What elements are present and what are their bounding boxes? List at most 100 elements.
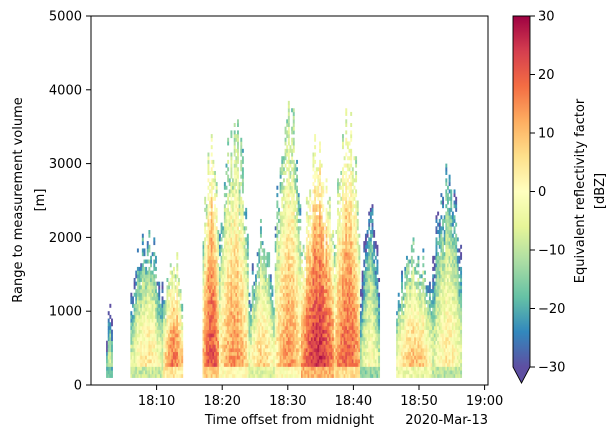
heatmap-cell [291, 244, 294, 249]
heatmap-cell [330, 289, 333, 294]
heatmap-cell [327, 259, 330, 264]
heatmap-cell [332, 340, 335, 345]
heatmap-cell [314, 344, 317, 349]
heatmap-cell [255, 362, 257, 367]
heatmap-cell [304, 314, 307, 319]
heatmap-cell [245, 340, 248, 345]
heatmap-cell [314, 218, 317, 223]
heatmap-cell [343, 259, 346, 264]
heatmap-cell [140, 355, 143, 360]
heatmap-cell [140, 307, 143, 312]
heatmap-cell [337, 233, 340, 238]
heatmap-cell [217, 233, 220, 238]
heatmap-cell [300, 333, 303, 338]
heatmap-cell [207, 366, 210, 371]
heatmap-cell [164, 311, 167, 316]
heatmap-cell [154, 285, 157, 290]
heatmap-cell [314, 230, 317, 235]
heatmap-cell [314, 211, 317, 216]
heatmap-cell [317, 359, 320, 364]
heatmap-cell [307, 255, 310, 260]
heatmap-cell [291, 340, 294, 345]
heatmap-cell [328, 252, 331, 257]
heatmap-cell [164, 370, 167, 375]
heatmap-cell [294, 355, 297, 360]
heatmap-cell [320, 222, 323, 227]
heatmap-cell [327, 226, 330, 231]
heatmap-cell [300, 340, 303, 345]
heatmap-cell [214, 296, 216, 301]
heatmap-cell [223, 185, 226, 190]
heatmap-cell [323, 252, 326, 257]
heatmap-cell [327, 296, 330, 301]
heatmap-cell [171, 277, 174, 282]
heatmap-cell [287, 325, 290, 330]
heatmap-cell [161, 373, 164, 378]
heatmap-cell [271, 325, 274, 330]
heatmap-cell [294, 292, 297, 297]
heatmap-cell [276, 244, 279, 249]
heatmap-cell [273, 351, 276, 356]
heatmap-cell [279, 182, 282, 187]
heatmap-cell [141, 348, 144, 353]
heatmap-cell [322, 311, 325, 316]
heatmap-cell [300, 359, 303, 364]
heatmap-cell [325, 237, 328, 242]
heatmap-cell [330, 322, 333, 327]
heatmap-cell [255, 274, 257, 279]
heatmap-cell [181, 370, 184, 375]
heatmap-cell [323, 289, 326, 294]
heatmap-cell [278, 270, 280, 275]
heatmap-cell [276, 311, 279, 316]
heatmap-cell [302, 303, 305, 308]
heatmap-cell [207, 318, 210, 323]
heatmap-cell [227, 178, 230, 183]
heatmap-cell [218, 244, 221, 249]
heatmap-cell [287, 270, 290, 275]
heatmap-cell [263, 337, 266, 342]
heatmap-cell [151, 300, 154, 305]
heatmap-cell [320, 230, 323, 235]
heatmap-cell [340, 289, 343, 294]
heatmap-cell [227, 207, 230, 212]
heatmap-cell [287, 163, 290, 168]
heatmap-cell [240, 314, 243, 319]
heatmap-cell [296, 241, 298, 246]
heatmap-cell [143, 270, 146, 275]
heatmap-cell [307, 289, 310, 294]
heatmap-cell [171, 296, 174, 301]
heatmap-cell [287, 230, 290, 235]
heatmap-cell [342, 329, 344, 334]
heatmap-cell [166, 355, 169, 360]
heatmap-cell [335, 311, 338, 316]
heatmap-cell [246, 248, 249, 253]
heatmap-cell [292, 230, 295, 235]
heatmap-cell [256, 355, 259, 360]
heatmap-cell [168, 337, 171, 342]
heatmap-cell [251, 329, 254, 334]
heatmap-cell [218, 289, 221, 294]
heatmap-cell [310, 281, 313, 286]
heatmap-cell [315, 370, 318, 375]
heatmap-cell [299, 300, 302, 305]
heatmap-cell [268, 281, 271, 286]
heatmap-cell [207, 307, 210, 312]
heatmap-cell [269, 314, 272, 319]
heatmap-cell [204, 222, 207, 227]
heatmap-cell [255, 277, 257, 282]
heatmap-cell [297, 226, 300, 231]
heatmap-cell [222, 303, 225, 308]
heatmap-cell [314, 325, 317, 330]
heatmap-cell [322, 252, 325, 257]
heatmap-cell [235, 325, 238, 330]
heatmap-cell [176, 289, 179, 294]
heatmap-cell [282, 348, 285, 353]
heatmap-cell [312, 373, 315, 378]
heatmap-cell [228, 359, 231, 364]
heatmap-cell [173, 329, 175, 334]
heatmap-cell [207, 329, 210, 334]
heatmap-cell [225, 366, 228, 371]
heatmap-cell [241, 218, 244, 223]
heatmap-cell [299, 241, 302, 246]
heatmap-cell [305, 211, 308, 216]
